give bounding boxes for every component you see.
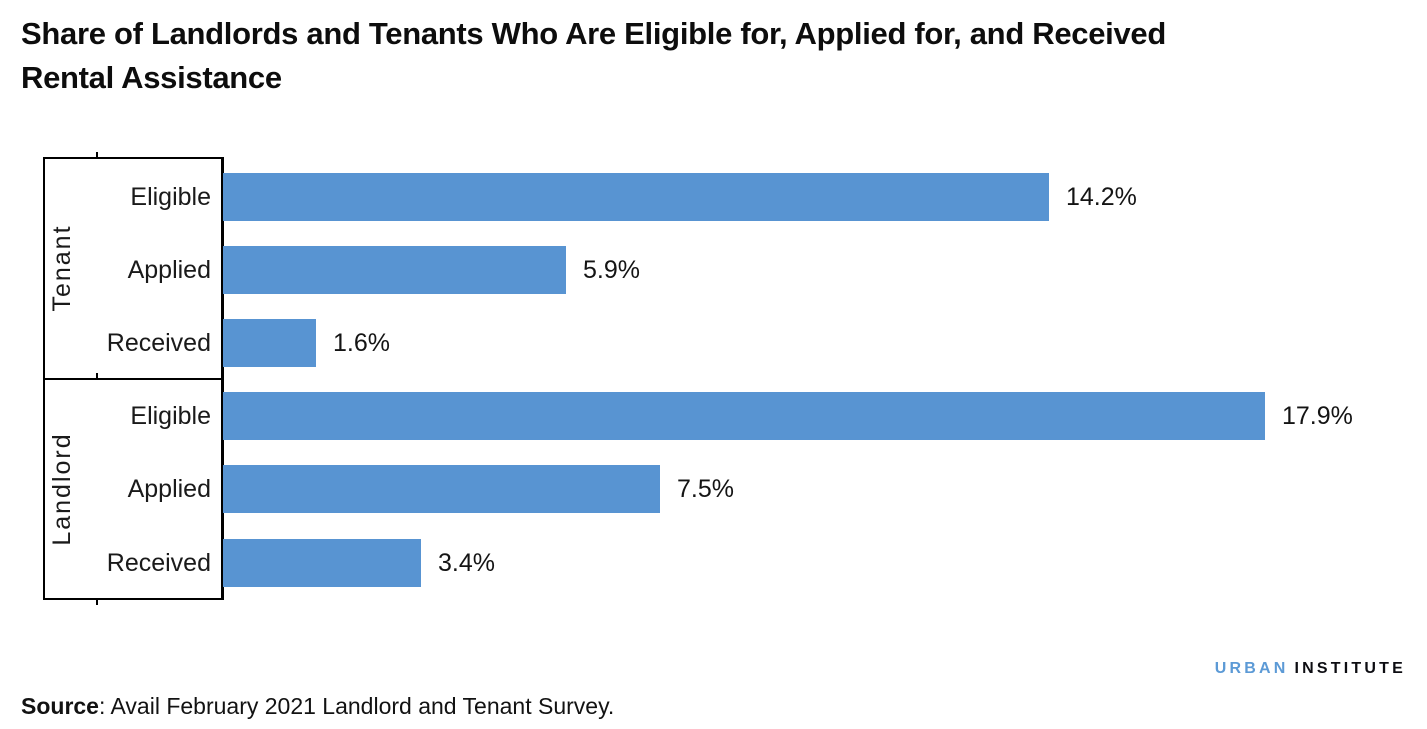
logo-institute-text: INSTITUTE	[1294, 660, 1406, 677]
bar-tenant-eligible	[223, 173, 1049, 221]
source-text: : Avail February 2021 Landlord and Tenan…	[98, 693, 615, 719]
category-axis-line	[221, 157, 224, 600]
category-box-top-border	[43, 157, 224, 159]
value-label: 3.4%	[438, 549, 495, 577]
bar-tenant-applied	[223, 246, 566, 294]
source-note: Source: Avail February 2021 Landlord and…	[21, 693, 614, 720]
value-label: 1.6%	[333, 329, 390, 357]
bar-tenant-received	[223, 319, 316, 367]
logo-urban-text: URBAN	[1214, 660, 1289, 677]
chart-title-line-2: Rental Assistance	[21, 60, 282, 95]
category-label: Received	[106, 549, 211, 577]
value-label: 5.9%	[583, 256, 640, 284]
chart-title: Share of Landlords and Tenants Who Are E…	[21, 12, 1381, 100]
axis-tick	[96, 152, 98, 157]
group-divider-line	[43, 378, 224, 380]
bar-landlord-applied	[223, 465, 660, 513]
category-label: Eligible	[130, 183, 211, 211]
category-label: Received	[106, 329, 211, 357]
axis-tick	[96, 600, 98, 605]
urban-institute-logo: URBAN INSTITUTE	[1215, 660, 1406, 678]
axis-tick	[96, 373, 98, 378]
category-label: Applied	[127, 475, 211, 503]
value-label: 14.2%	[1066, 183, 1137, 211]
bar-landlord-received	[223, 539, 421, 587]
value-label: 17.9%	[1282, 402, 1353, 430]
category-label: Applied	[127, 256, 211, 284]
bar-landlord-eligible	[223, 392, 1265, 440]
category-box-bottom-border	[43, 598, 224, 600]
category-label: Eligible	[130, 402, 211, 430]
value-label: 7.5%	[677, 475, 734, 503]
source-label: Source	[21, 693, 99, 719]
chart-title-line-1: Share of Landlords and Tenants Who Are E…	[21, 16, 1167, 51]
